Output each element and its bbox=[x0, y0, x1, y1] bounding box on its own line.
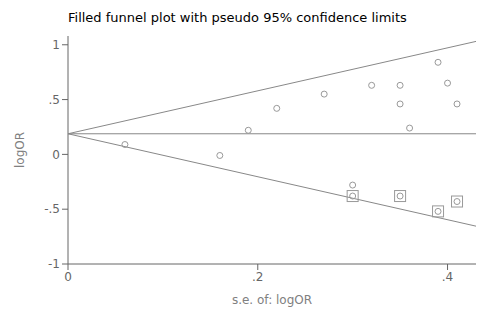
svg-text:-.5: -.5 bbox=[44, 202, 60, 216]
svg-text:.5: .5 bbox=[49, 93, 60, 107]
svg-text:s.e. of: logOR: s.e. of: logOR bbox=[232, 293, 312, 307]
svg-text:-1: -1 bbox=[48, 257, 60, 271]
svg-text:1: 1 bbox=[52, 38, 60, 52]
svg-text:0: 0 bbox=[52, 148, 60, 162]
html-text:Filled funnel plot with pseudo: Filled funnel plot with pseudo 95% confi… bbox=[68, 10, 407, 25]
svg-text:.4: .4 bbox=[442, 270, 453, 284]
svg-text:.2: .2 bbox=[252, 270, 263, 284]
svg-text:logOR: logOR bbox=[13, 132, 27, 168]
svg-text:0: 0 bbox=[64, 270, 72, 284]
